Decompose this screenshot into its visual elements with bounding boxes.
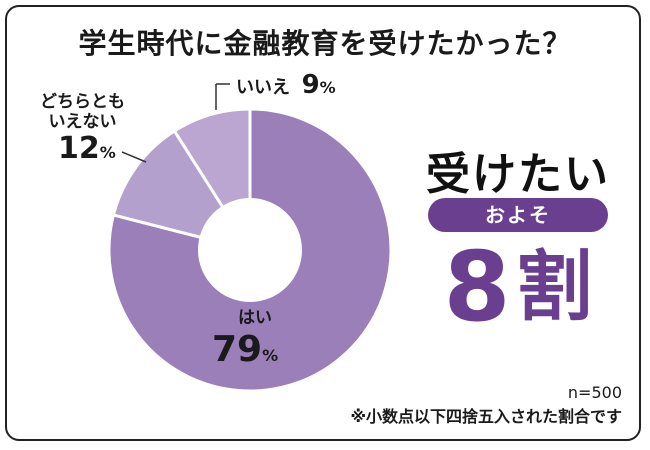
chart-title: 学生時代に金融教育を受けたかった？ — [78, 27, 572, 60]
label-neutral-value: 12% — [58, 134, 116, 164]
donut-hole — [198, 198, 302, 302]
label-neutral: どちらとも いえない — [40, 92, 125, 132]
rounding-note: ※小数点以下四捨五入された割合です — [350, 407, 622, 426]
leader-line-neutral — [121, 151, 147, 163]
label-yes-percent: % — [262, 346, 279, 365]
callout-pill: およそ — [428, 198, 608, 232]
label-neutral-line1: どちらとも — [40, 92, 125, 112]
label-yes: はい — [238, 308, 272, 328]
label-neutral-line2: いえない — [48, 112, 117, 132]
label-yes-value: 79% — [212, 332, 278, 368]
label-no: いいえ 9% — [236, 70, 336, 100]
callout-figure: 8 割 — [408, 232, 628, 342]
label-no-name: いいえ — [236, 77, 290, 98]
label-yes-number: 79 — [212, 329, 263, 370]
callout-number: 8 — [443, 231, 511, 343]
label-neutral-number: 12 — [58, 131, 100, 166]
sample-size-note: n=500 — [567, 383, 622, 402]
callout-unit: 割 — [516, 242, 593, 331]
label-neutral-percent: % — [99, 143, 116, 162]
donut-slices — [107, 107, 393, 393]
callout-headline: 受けたい — [426, 149, 610, 200]
label-no-percent: % — [319, 78, 336, 97]
label-yes-name: はい — [238, 308, 272, 328]
label-no-number: 9 — [301, 70, 320, 100]
